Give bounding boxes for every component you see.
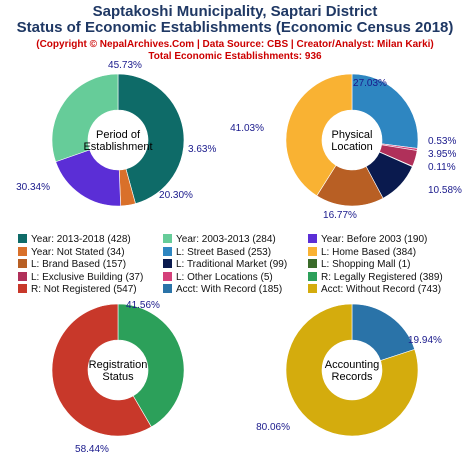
- legend-item: R: Legally Registered (389): [308, 271, 443, 284]
- legend-label: L: Traditional Market (99): [176, 259, 288, 270]
- donut-2-pct-label-5: 10.58%: [428, 185, 462, 196]
- legend-swatch: [308, 271, 317, 281]
- donut-4-center-label-1: Accounting: [325, 359, 379, 371]
- donut-3-pct-label-1: 41.56%: [126, 300, 160, 311]
- legend-swatch: [163, 284, 172, 293]
- donut-2-pct-label-1: 27.03%: [353, 78, 387, 89]
- chart-total: Total Economic Establishments: 936: [148, 51, 322, 62]
- donut-4-slice-2: [285, 303, 419, 437]
- legend-swatch: [163, 234, 172, 243]
- legend-item: R: Not Registered (547): [18, 284, 137, 296]
- legend-swatch: [308, 259, 317, 268]
- donut-1-pct-label-2: 3.63%: [188, 144, 216, 155]
- legend-item: L: Street Based (253): [163, 246, 272, 259]
- legend-label: Year: 2013-2018 (428): [31, 234, 131, 245]
- donut-3-slice-1: [117, 303, 185, 428]
- legend-swatch: [308, 246, 317, 256]
- legend-item: Acct: Without Record (743): [308, 284, 441, 296]
- donut-3-center-label-1: Registration: [89, 359, 148, 371]
- legend-item: L: Shopping Mall (1): [308, 259, 411, 271]
- donut-1-center-label-1: Period of: [96, 129, 141, 141]
- legend-label: R: Not Registered (547): [31, 284, 137, 295]
- donut-4-pct-label-2: 80.06%: [256, 422, 290, 433]
- legend-item: L: Home Based (384): [308, 246, 417, 259]
- legend-label: L: Exclusive Building (37): [31, 271, 144, 283]
- legend-swatch: [163, 259, 172, 268]
- legend-item: Year: 2003-2013 (284): [163, 234, 276, 246]
- donut-2-pct-label-2: 0.53%: [428, 136, 456, 147]
- legend-swatch: [308, 234, 317, 243]
- legend-label: Acct: With Record (185): [176, 284, 283, 295]
- donut-2-pct-label-3: 3.95%: [428, 149, 456, 160]
- legend-swatch: [18, 284, 27, 293]
- legend-swatch: [163, 246, 172, 256]
- legend-item: L: Traditional Market (99): [163, 259, 287, 271]
- legend-label: L: Other Locations (5): [176, 271, 273, 283]
- legend-item: L: Exclusive Building (37): [18, 271, 144, 284]
- donut-1-pct-label-3: 20.30%: [159, 190, 193, 201]
- legend-item: L: Brand Based (157): [18, 259, 126, 271]
- legend-item: Acct: With Record (185): [163, 284, 282, 296]
- legend-label: Year: 2003-2013 (284): [176, 234, 276, 245]
- legend-label: L: Home Based (384): [321, 246, 417, 258]
- donut-4-pct-label-1: 19.94%: [408, 335, 442, 346]
- legend-item: Year: Before 2003 (190): [308, 234, 427, 246]
- donut-2-pct-label-4: 0.11%: [428, 162, 456, 173]
- donut-1-center-label-2: Establishment: [83, 141, 152, 153]
- chart-title-line2: Status of Economic Establishments (Econo…: [16, 19, 454, 36]
- donut-2-pct-label-7: 41.03%: [230, 123, 264, 134]
- legend-label: Acct: Without Record (743): [321, 284, 442, 295]
- legend-swatch: [163, 271, 172, 281]
- chart-title-line1: Saptakoshi Municipality, Saptari Distric…: [92, 3, 378, 20]
- donut-3-center-label-2: Status: [102, 371, 134, 383]
- chart-credit: (Copyright © NepalArchives.Com | Data So…: [36, 39, 434, 50]
- donut-4-slice-1: [351, 303, 416, 362]
- legend-item: Year: 2013-2018 (428): [18, 234, 131, 246]
- legend-swatch: [18, 246, 27, 256]
- legend-swatch: [308, 284, 317, 293]
- donut-1-pct-label-4: 30.34%: [16, 182, 50, 193]
- legend-swatch: [18, 271, 27, 281]
- donut-1-slice-4: [51, 73, 119, 163]
- legend-item: Year: Not Stated (34): [18, 246, 125, 259]
- donut-1-slice-1: [117, 73, 185, 205]
- legend-label: Year: Not Stated (34): [31, 246, 125, 258]
- donut-2-center-label-1: Physical: [332, 129, 373, 141]
- legend-label: Year: Before 2003 (190): [321, 234, 428, 245]
- donut-4-center-label-2: Records: [332, 371, 373, 383]
- donut-1-pct-label-1: 45.73%: [108, 60, 142, 71]
- legend-swatch: [18, 234, 27, 243]
- legend-item: L: Other Locations (5): [163, 271, 273, 284]
- legend-label: L: Street Based (253): [176, 246, 272, 258]
- donut-2-center-label-2: Location: [331, 141, 373, 153]
- legend-swatch: [18, 259, 27, 268]
- legend-label: L: Shopping Mall (1): [321, 259, 411, 270]
- donut-2-slice-1: [351, 73, 419, 149]
- donut-3-pct-label-2: 58.44%: [75, 444, 109, 455]
- donut-2-slice-7: [285, 73, 353, 197]
- legend-label: R: Legally Registered (389): [321, 271, 443, 283]
- donut-2-pct-label-6: 16.77%: [323, 210, 357, 221]
- legend-label: L: Brand Based (157): [31, 259, 127, 270]
- donut-3-slice-2: [51, 303, 152, 437]
